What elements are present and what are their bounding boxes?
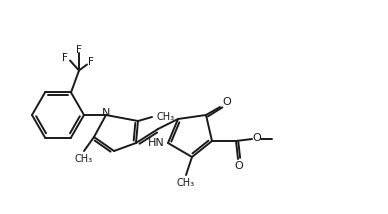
Text: O: O <box>253 133 262 143</box>
Text: O: O <box>235 161 243 171</box>
Text: F: F <box>88 58 94 67</box>
Text: CH₃: CH₃ <box>177 178 195 188</box>
Text: CH₃: CH₃ <box>157 112 175 122</box>
Text: F: F <box>76 46 82 55</box>
Text: CH₃: CH₃ <box>75 154 93 164</box>
Text: HN: HN <box>147 138 165 148</box>
Text: F: F <box>62 54 68 64</box>
Text: N: N <box>102 108 110 118</box>
Text: O: O <box>223 97 231 107</box>
